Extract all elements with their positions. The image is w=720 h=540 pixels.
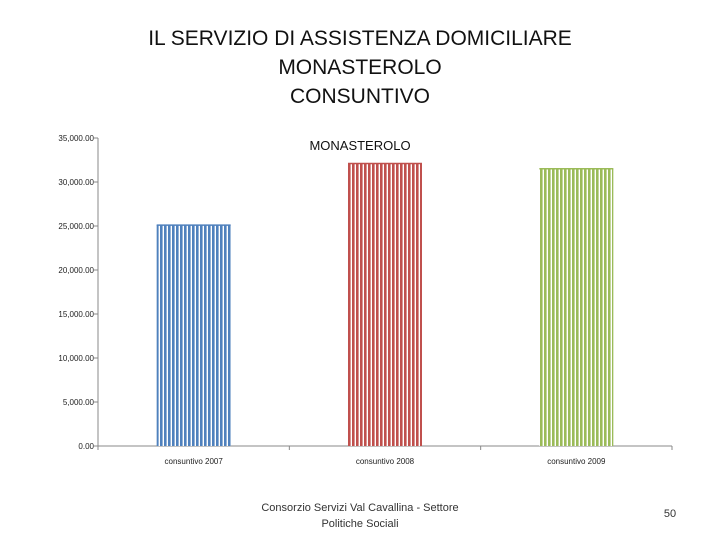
footer-note: Consorzio Servizi Val Cavallina - Settor… [261,502,459,530]
y-tick-label: 30,000.00 [58,178,94,187]
chart-title: MONASTEROLO [309,138,410,153]
y-tick-label: 15,000.00 [58,310,94,319]
y-tick-label: 20,000.00 [58,266,94,275]
slide-title: IL SERVIZIO DI ASSISTENZA DOMICILIARE MO… [0,24,720,111]
title-line-1: IL SERVIZIO DI ASSISTENZA DOMICILIARE [148,27,572,50]
bar-consuntivo-2009 [539,168,614,447]
y-tick-label: 35,000.00 [58,134,94,143]
y-tick-label: 10,000.00 [58,354,94,363]
x-tick-label: consuntivo 2009 [547,457,606,466]
title-line-2: MONASTEROLO [278,56,442,79]
bar-consuntivo-2008 [348,163,422,446]
y-tick-label: 25,000.00 [58,222,94,231]
title-line-3: CONSUNTIVO [289,85,430,108]
bar-chart: 0.00 5,000.00 10,000.00 15,000.00 20,000.00 2… [58,134,673,466]
page-number: 50 [663,508,677,520]
x-tick-label: consuntivo 2007 [165,457,224,466]
y-tick-label: 0.00 [78,442,94,451]
bar-consuntivo-2007 [156,225,231,446]
y-tick-label: 5,000.00 [63,398,95,407]
x-tick-label: consuntivo 2008 [356,457,415,466]
